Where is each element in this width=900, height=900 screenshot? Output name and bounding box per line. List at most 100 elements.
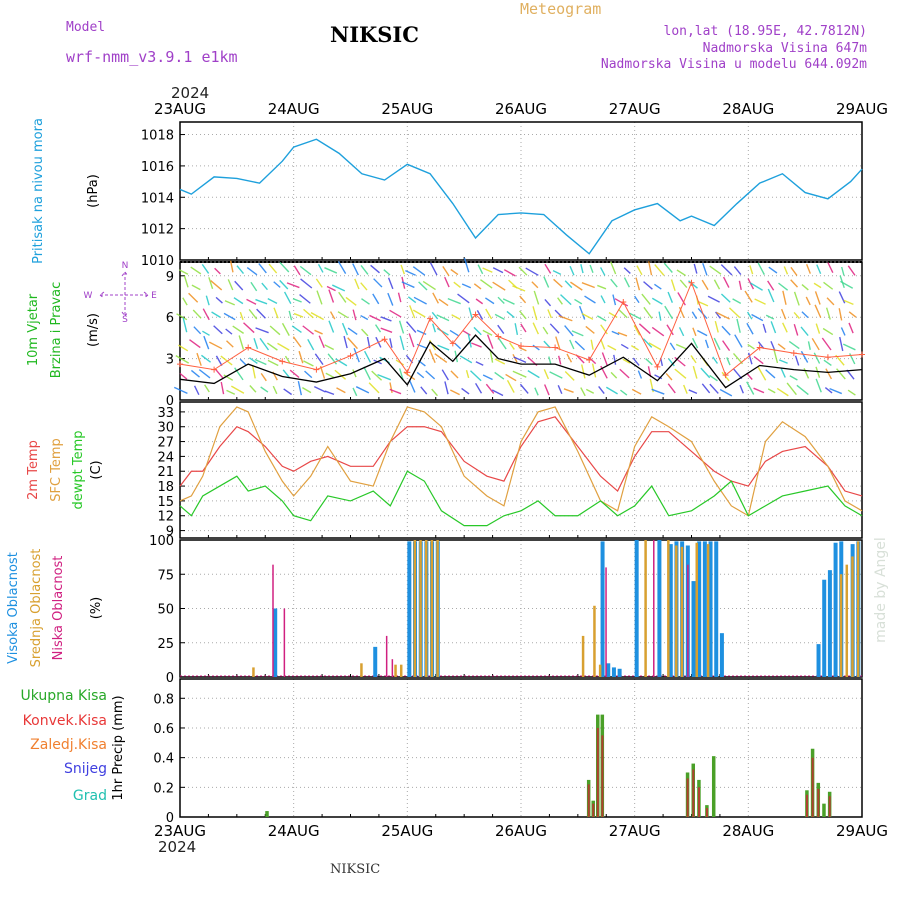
wind-arrow: [389, 382, 393, 393]
wind-arrow: [220, 355, 233, 366]
wind-arrow: [599, 267, 606, 276]
cloud-axis-title: Srednja Oblacnost: [29, 549, 44, 668]
mid-cloud-bar: [644, 540, 647, 677]
wind-arrow: [702, 263, 708, 276]
wind-arrow: [335, 358, 348, 367]
wind-arrow: [441, 369, 449, 381]
wind-arrow: [789, 375, 798, 381]
footer-station: NIKSIC: [330, 862, 381, 877]
gust-marker: [472, 311, 479, 318]
wind-arrow: [753, 355, 764, 365]
wind-arrow: [617, 308, 628, 319]
wind-arrow: [826, 297, 835, 306]
wind-arrow: [651, 388, 665, 395]
wind-arrow: [825, 368, 833, 380]
wind-arrow: [374, 324, 382, 333]
conv-precip-bar: [697, 787, 700, 817]
wind-arrow: [620, 343, 629, 350]
wind-arrow: [338, 291, 347, 303]
wind-arrow: [173, 386, 188, 395]
precip-unit: 1hr Precip (mm): [111, 695, 126, 800]
wind-arrow: [191, 284, 201, 291]
low-cloud-bar: [391, 659, 394, 677]
wind-arrow: [825, 307, 831, 320]
wind-arrow: [836, 368, 846, 380]
x-tick-label: 26AUG: [495, 822, 547, 840]
wind-arrow: [475, 298, 484, 305]
x-tick-label-top: 26AUG: [495, 100, 547, 118]
wind-arrow: [213, 325, 223, 335]
wind-unit: (m/s): [86, 313, 101, 347]
wind-arrow: [527, 370, 540, 379]
wind-arrow: [814, 304, 822, 318]
conv-precip-bar: [805, 794, 808, 817]
wind-arrow: [601, 352, 608, 366]
wind-arrow: [675, 343, 688, 350]
wind-arrow: [513, 356, 527, 364]
wind-arrow: [260, 386, 269, 393]
wind-arrow: [643, 281, 653, 290]
wind-arrow: [232, 325, 245, 334]
high-cloud-bar: [657, 540, 662, 677]
precip-legend-label: Grad: [73, 788, 107, 804]
wind-arrow: [249, 385, 257, 393]
wind-arrow: [643, 306, 653, 319]
wind-arrow: [557, 385, 563, 395]
wind-arrow: [224, 300, 236, 306]
wind-arrow: [654, 264, 665, 276]
high-cloud-bar: [611, 667, 616, 677]
pressure-unit: (hPa): [86, 174, 101, 208]
wind-arrow: [337, 261, 347, 274]
low-cloud-bar: [283, 608, 286, 677]
wind-arrow: [491, 389, 504, 397]
cloud-axis-title: Visoka Oblacnost: [6, 552, 21, 664]
gust-marker: [211, 366, 218, 373]
wind-arrow: [816, 264, 822, 275]
wind-arrow: [208, 277, 214, 290]
wind-arrow: [482, 267, 493, 273]
wind-arrow: [471, 342, 482, 348]
wind-arrow: [474, 382, 483, 394]
wind-arrow: [254, 358, 267, 366]
x-tick-label: 25AUG: [381, 822, 433, 840]
high-cloud-bar: [822, 579, 827, 677]
wind-arrow: [544, 298, 552, 307]
x-tick-label-top: 29AUG: [836, 100, 888, 118]
wind-arrow: [281, 322, 290, 336]
pressure-axis-title: Pritisak na nivou mora: [31, 118, 46, 264]
wind-arrow: [234, 367, 244, 381]
wind-arrow: [610, 278, 618, 288]
wind-arrow: [589, 264, 594, 274]
wind-arrow: [746, 381, 755, 395]
wind-arrow: [506, 379, 515, 393]
x-tick-label-top: 24AUG: [268, 100, 320, 118]
wind-arrow: [178, 269, 189, 275]
wind-arrow: [450, 268, 459, 276]
wind-arrow: [399, 335, 405, 351]
wind-arrow: [310, 311, 324, 321]
mid-cloud-bar: [394, 664, 397, 677]
x-tick-label: 29AUG: [836, 822, 888, 840]
high-cloud-bar: [407, 541, 412, 677]
wind-arrow: [449, 329, 459, 337]
wind-arrow: [494, 313, 505, 320]
conv-precip-bar: [601, 735, 604, 817]
wind-arrow: [489, 351, 494, 363]
wind-arrow: [558, 315, 573, 322]
wind-arrow: [571, 330, 584, 337]
wind-arrow: [202, 308, 210, 321]
wind-arrow: [325, 372, 335, 379]
wind-arrow: [431, 311, 439, 320]
wind-arrow: [292, 298, 302, 303]
wind-arrow: [635, 277, 641, 291]
wind-arrow: [352, 369, 357, 378]
wind-arrow: [341, 322, 349, 336]
wind-arrow: [543, 384, 550, 396]
wind-arrow: [605, 386, 618, 395]
compass-e: E: [151, 291, 157, 301]
wind-arrow: [255, 327, 269, 334]
wind-arrow: [674, 368, 687, 379]
wind-arrow: [416, 329, 427, 335]
wind-arrow: [701, 383, 711, 394]
wind-arrow: [444, 276, 450, 288]
